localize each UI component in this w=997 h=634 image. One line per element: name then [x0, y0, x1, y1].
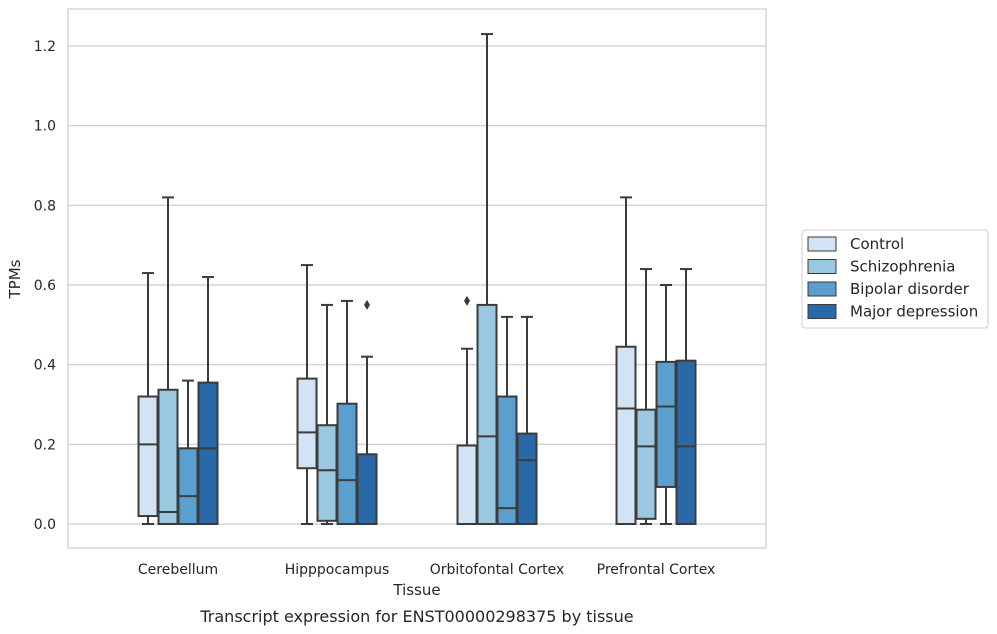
y-tick-label: 0.4: [34, 358, 56, 374]
x-tick-label: Orbitofontal Cortex: [430, 562, 565, 578]
box-rect: [675, 359, 697, 525]
legend-swatch: [807, 236, 837, 252]
box-rect: [296, 377, 318, 470]
chart-caption: Transcript expression for ENST0000029837…: [199, 607, 633, 626]
box-1-0: [296, 264, 318, 525]
outlier-point: [464, 295, 470, 306]
y-tick-label: 0.8: [34, 198, 56, 214]
legend-swatch: [807, 259, 837, 274]
box-2-3: [516, 315, 538, 526]
y-tick-label: 0.0: [34, 517, 56, 533]
box-rect: [476, 303, 498, 525]
box-groups: [137, 33, 697, 526]
y-tick-label: 1.2: [34, 39, 56, 55]
legend-frame: [801, 229, 989, 329]
box-rect: [635, 408, 657, 520]
box-rect: [456, 444, 478, 525]
legend: Control Schizophrenia Bipolar disorder Majo…: [801, 229, 989, 329]
y-tick-label: 0.6: [34, 278, 56, 294]
legend-label: Schizophrenia: [850, 258, 955, 276]
box-rect: [655, 360, 677, 488]
box-rect: [516, 432, 538, 526]
box-3-3: [675, 268, 697, 525]
box-rect: [177, 447, 199, 526]
legend-swatch: [807, 304, 837, 319]
box-0-1: [157, 196, 179, 525]
y-tick-labels: 0.0 0.2 0.4 0.6 0.8 1.0 1.2: [34, 39, 56, 533]
y-tick-label: 0.2: [34, 437, 56, 453]
legend-swatch: [807, 281, 837, 297]
legend-label: Bipolar disorder: [850, 280, 970, 298]
x-tick-labels: Cerebellum Hipppocampus Orbitofontal Corte…: [138, 562, 715, 578]
box-rect: [137, 395, 159, 518]
x-axis-title: Tissue: [392, 581, 440, 599]
legend-label: Control: [850, 235, 904, 253]
box-1-3: [356, 299, 378, 525]
box-rect: [316, 424, 338, 522]
x-tick-label: Prefrontal Cortex: [597, 562, 716, 578]
legend-label: Major depression: [850, 303, 978, 321]
box-rect: [336, 402, 358, 526]
box-rect: [356, 453, 378, 525]
box-rect: [157, 388, 179, 525]
box-1-2: [336, 299, 358, 526]
box-rect: [496, 395, 518, 525]
y-axis-title: TPMs: [6, 259, 24, 299]
box-0-3: [197, 276, 219, 526]
box-rect: [615, 345, 637, 525]
x-tick-label: Hipppocampus: [285, 562, 390, 578]
outlier-point: [364, 299, 370, 310]
y-tick-label: 1.0: [34, 119, 56, 135]
box-rect: [197, 381, 219, 526]
x-tick-label: Cerebellum: [138, 562, 218, 578]
